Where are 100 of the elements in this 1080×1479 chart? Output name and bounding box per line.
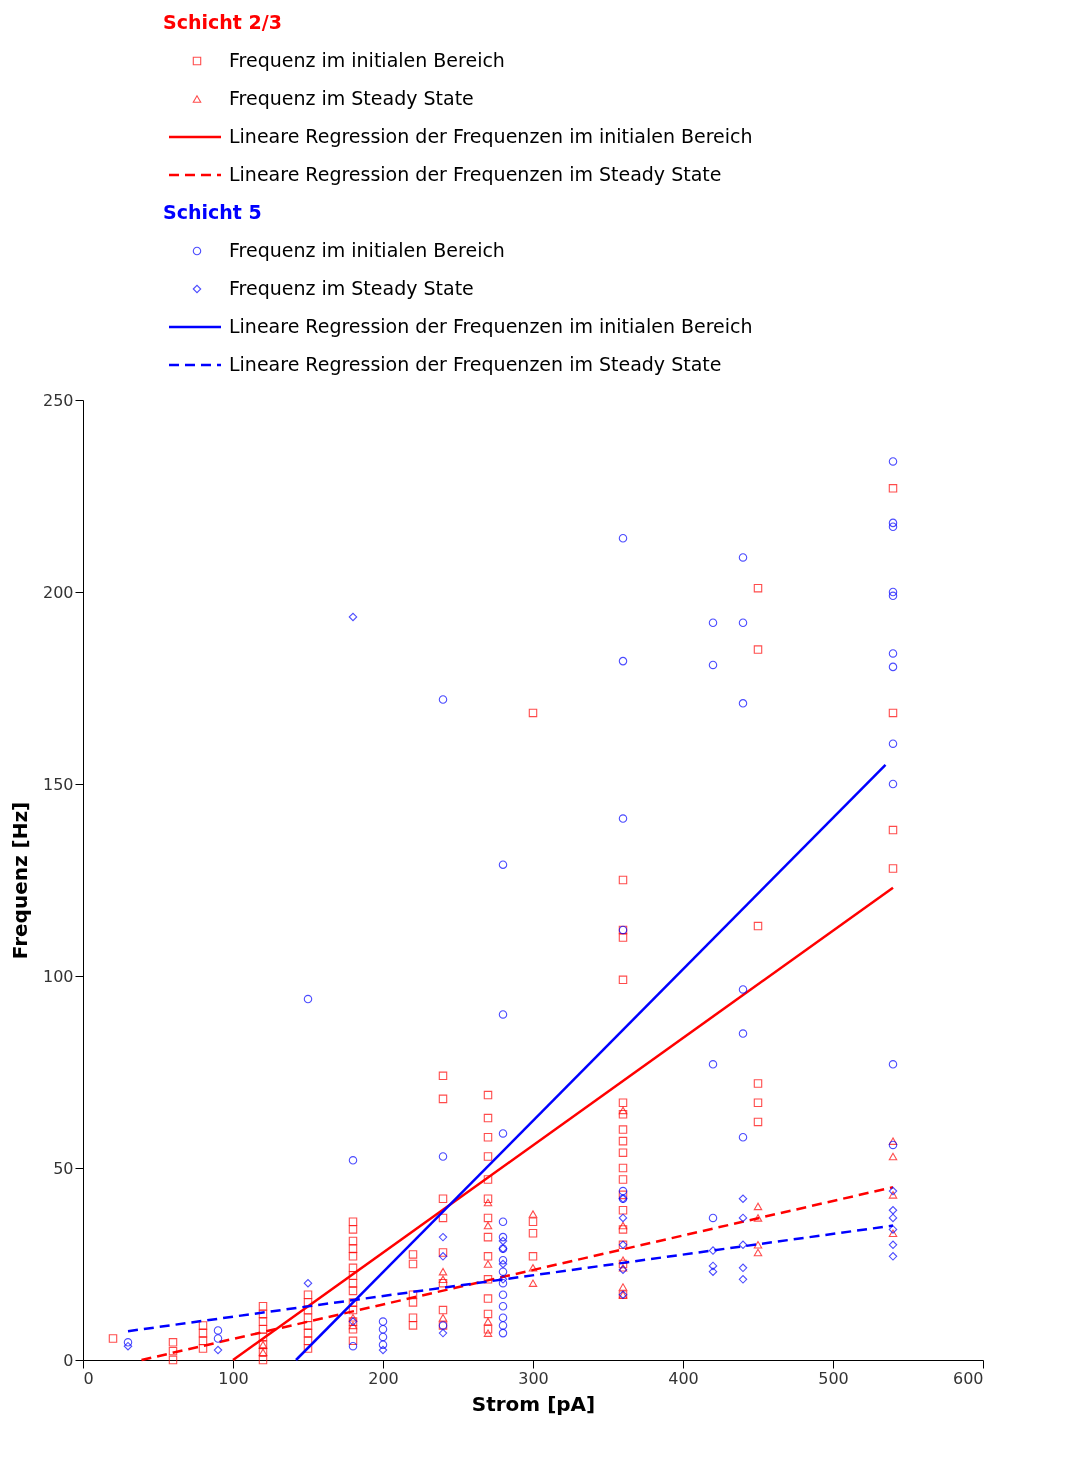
x-tick-label: 600 xyxy=(952,1368,984,1388)
point xyxy=(618,1221,628,1230)
point xyxy=(483,1198,493,1207)
point xyxy=(498,1275,508,1284)
legend-label: Lineare Regression der Frequenzen im Steady State xyxy=(229,353,722,375)
point xyxy=(888,1229,898,1238)
x-tick-label: 0 xyxy=(83,1368,94,1388)
point xyxy=(438,1267,448,1276)
point xyxy=(753,1214,763,1222)
legend-label: Frequenz im Steady State xyxy=(229,87,474,109)
legend-label: Lineare Regression der Frequenzen im initialen Bereich xyxy=(229,125,753,147)
point xyxy=(528,1279,538,1287)
point xyxy=(348,1314,358,1322)
point xyxy=(708,1267,718,1276)
point xyxy=(483,1260,493,1268)
point xyxy=(258,1340,268,1349)
point xyxy=(303,1278,313,1288)
y-tick-label: 200 xyxy=(42,582,74,602)
point xyxy=(498,1232,508,1242)
point xyxy=(888,779,898,789)
point xyxy=(498,1236,508,1246)
y-axis-title: Frequenz [Hz] xyxy=(7,801,32,960)
point xyxy=(498,1255,508,1265)
x-tick-label: 100 xyxy=(218,1368,249,1388)
point xyxy=(498,1217,508,1227)
point xyxy=(888,1186,898,1196)
x-tick-label: 200 xyxy=(368,1368,399,1388)
point xyxy=(498,860,508,869)
point xyxy=(753,1241,763,1249)
point xyxy=(738,1213,748,1223)
point xyxy=(618,814,628,823)
point xyxy=(888,649,898,658)
point xyxy=(738,1240,748,1250)
point xyxy=(753,1248,763,1257)
point xyxy=(498,1278,508,1288)
point xyxy=(438,695,448,704)
legend-label: Lineare Regression der Frequenzen im Steady State xyxy=(229,163,722,185)
point xyxy=(888,518,898,528)
y-tick-label: 250 xyxy=(42,390,74,410)
point xyxy=(888,1225,898,1234)
x-tick-label: 500 xyxy=(818,1368,849,1388)
point xyxy=(738,1263,748,1273)
legend-label: Lineare Regression der Frequenzen im initialen Bereich xyxy=(229,315,753,337)
point xyxy=(888,522,898,531)
y-tick-label: 150 xyxy=(42,774,74,794)
point xyxy=(438,1314,448,1322)
x-tick-label: 400 xyxy=(668,1368,699,1388)
point xyxy=(378,1332,388,1342)
point xyxy=(498,1010,508,1019)
point xyxy=(618,1186,628,1196)
point xyxy=(378,1340,388,1349)
point xyxy=(483,1221,493,1230)
point xyxy=(888,662,898,672)
point xyxy=(738,553,748,562)
point xyxy=(888,739,898,748)
point xyxy=(708,1246,718,1255)
point xyxy=(888,1213,898,1223)
point xyxy=(888,457,898,466)
point xyxy=(528,1264,538,1272)
y-tick-label: 0 xyxy=(63,1350,74,1370)
point xyxy=(888,587,898,597)
text: Schicht 2/3 xyxy=(163,11,282,33)
point xyxy=(348,1321,358,1330)
x-tick-label: 300 xyxy=(518,1368,549,1388)
point xyxy=(378,1345,388,1355)
point xyxy=(438,1252,448,1261)
point xyxy=(708,660,718,670)
point xyxy=(258,1348,268,1357)
point xyxy=(213,1326,223,1335)
y-tick-label: 50 xyxy=(53,1158,74,1178)
point xyxy=(618,533,628,543)
point xyxy=(888,1152,898,1161)
legend-label: Frequenz im Steady State xyxy=(229,277,474,299)
point xyxy=(213,1334,223,1343)
x-axis-title: Strom [pA] xyxy=(471,1391,596,1416)
point xyxy=(888,1240,898,1250)
point xyxy=(738,1133,748,1142)
point xyxy=(618,656,628,666)
point xyxy=(888,1191,898,1199)
point xyxy=(753,1202,763,1211)
point xyxy=(708,1060,718,1069)
point xyxy=(438,1232,448,1242)
point xyxy=(738,1194,748,1203)
point xyxy=(348,1156,358,1165)
point xyxy=(498,1259,508,1269)
point xyxy=(123,1341,133,1351)
point xyxy=(213,1345,223,1355)
point xyxy=(498,1290,508,1299)
point xyxy=(888,1137,898,1145)
point xyxy=(483,1329,493,1337)
point xyxy=(123,1338,133,1347)
point xyxy=(498,1313,508,1323)
point xyxy=(348,1341,358,1351)
point xyxy=(378,1325,388,1334)
point xyxy=(438,1152,448,1161)
point xyxy=(483,1317,493,1326)
point xyxy=(738,985,748,994)
point xyxy=(888,1140,898,1150)
point xyxy=(438,1275,448,1284)
point xyxy=(618,1213,628,1223)
